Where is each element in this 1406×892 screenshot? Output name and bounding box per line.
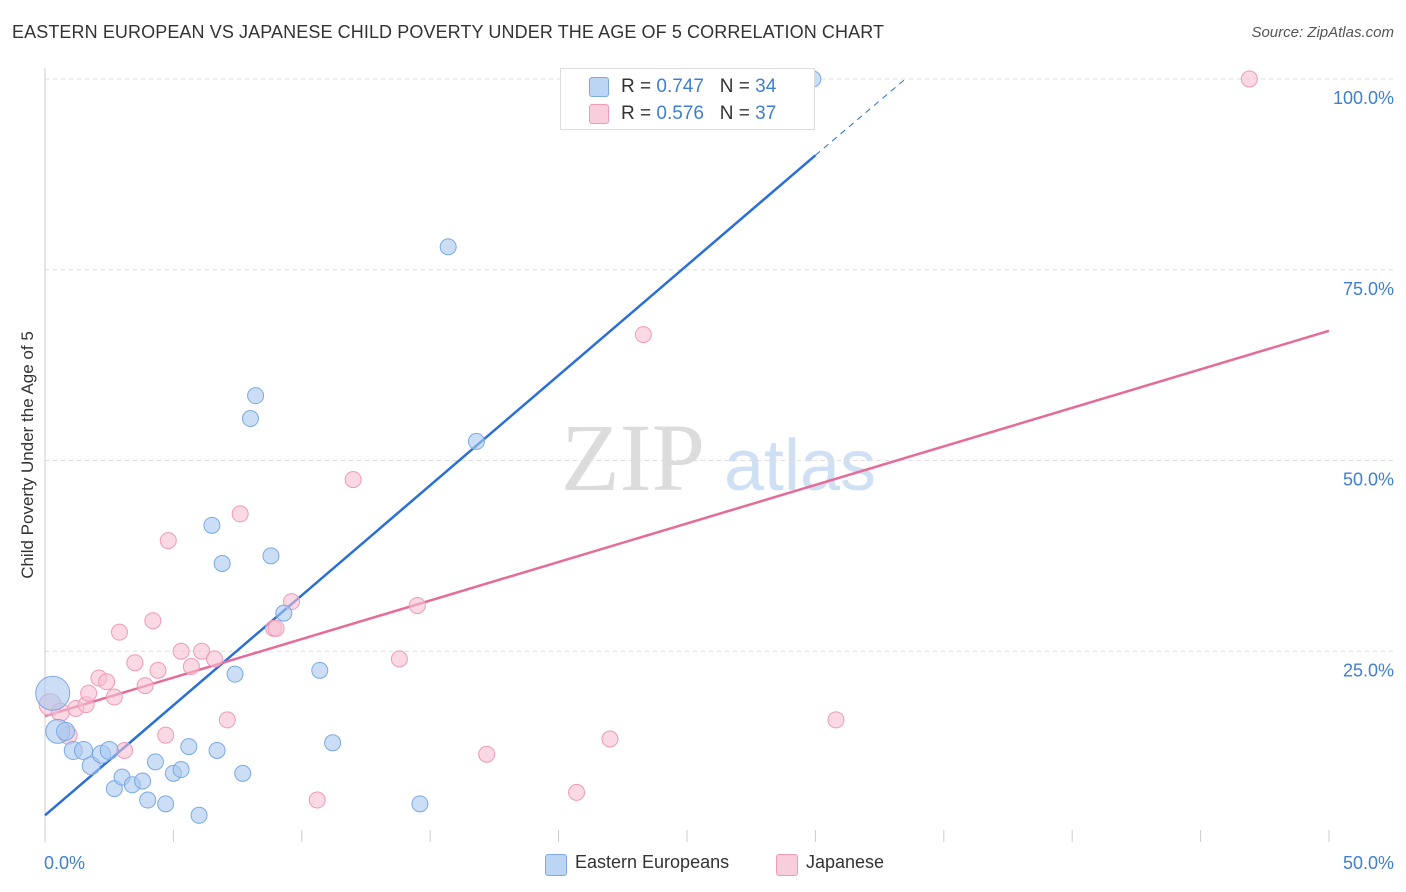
point-japanese [231, 505, 249, 523]
correlation-legend: R = 0.747 N = 34 R = 0.576 N = 37 [560, 68, 815, 130]
watermark-zip: ZIP [561, 404, 705, 511]
point-eastern-european [467, 432, 485, 450]
y-tick-label: 75.0% [1343, 279, 1394, 299]
point-eastern-european [208, 741, 226, 759]
point-eastern-european [311, 661, 329, 679]
point-japanese [344, 471, 362, 489]
point-japanese [827, 711, 845, 729]
point-eastern-european [190, 806, 208, 824]
legend-r-label: R = [621, 76, 657, 97]
point-japanese [568, 783, 586, 801]
legend-n-value: 37 [755, 103, 777, 124]
source-label: Source: ZipAtlas.com [1251, 24, 1394, 41]
x-tick-label: 0.0% [44, 853, 85, 873]
point-japanese [193, 642, 211, 660]
point-japanese [136, 677, 154, 695]
gridlines [45, 78, 1395, 652]
legend-swatch-pink [589, 104, 609, 124]
point-japanese [98, 673, 116, 691]
point-japanese [218, 711, 236, 729]
legend-swatch-blue [545, 854, 567, 876]
point-eastern-european [35, 675, 71, 711]
point-eastern-european [172, 761, 190, 779]
trend-line-japanese [44, 329, 1330, 718]
point-eastern-european [56, 721, 76, 741]
point-japanese [159, 532, 177, 550]
point-eastern-european [146, 753, 164, 771]
point-japanese [205, 650, 223, 668]
legend-label-japanese: Japanese [806, 852, 885, 872]
legend-n-label: N = [719, 76, 756, 97]
point-japanese [308, 791, 326, 809]
point-eastern-european [226, 665, 244, 683]
point-eastern-european [180, 738, 198, 756]
tick-labels: 25.0% 50.0% 75.0% 100.0% 0.0% 50.0% [44, 88, 1394, 873]
point-japanese [105, 688, 123, 706]
point-eastern-european [139, 791, 157, 809]
trend-lines [44, 78, 1330, 817]
point-eastern-european [439, 238, 457, 256]
point-eastern-european [234, 764, 252, 782]
legend-swatch-pink [776, 854, 798, 876]
point-eastern-european [247, 387, 265, 405]
point-japanese [144, 612, 162, 630]
point-japanese [634, 326, 652, 344]
watermark: ZIP atlas [561, 404, 876, 511]
point-eastern-european [262, 547, 280, 565]
point-japanese [149, 661, 167, 679]
point-japanese [182, 658, 200, 676]
point-japanese [408, 596, 426, 614]
legend-swatch-blue [589, 77, 609, 97]
trend-line-eastern [44, 154, 817, 817]
legend-label-eastern-europeans: Eastern Europeans [575, 852, 730, 872]
point-eastern-european [213, 555, 231, 573]
y-axis-label: Child Poverty Under the Age of 5 [18, 331, 37, 579]
point-japanese [172, 642, 190, 660]
point-eastern-european [203, 516, 221, 534]
point-eastern-european [134, 772, 152, 790]
data-points [35, 70, 1258, 824]
legend-r-label: R = [621, 103, 657, 124]
legend-n-value: 34 [755, 76, 777, 97]
point-eastern-european [241, 410, 259, 428]
point-eastern-european [74, 740, 94, 760]
watermark-atlas: atlas [724, 426, 876, 506]
legend-r-value: 0.747 [656, 76, 704, 97]
point-eastern-european [157, 795, 175, 813]
legend-r-value: 0.576 [656, 103, 704, 124]
point-japanese [267, 619, 285, 637]
point-japanese [116, 741, 134, 759]
y-tick-label: 50.0% [1343, 470, 1394, 490]
point-eastern-european [275, 604, 293, 622]
trend-line-eastern-extension [815, 78, 906, 156]
point-japanese [126, 654, 144, 672]
point-japanese [478, 745, 496, 763]
point-japanese [110, 623, 128, 641]
legend-text-japanese: R = 0.576 N = 37 [621, 103, 776, 125]
point-eastern-european [99, 740, 119, 760]
point-japanese [80, 684, 98, 702]
point-japanese [601, 730, 619, 748]
legend-text-eastern: R = 0.747 N = 34 [621, 76, 776, 98]
point-japanese [1240, 70, 1258, 88]
point-japanese [157, 726, 175, 744]
y-tick-label: 25.0% [1343, 660, 1394, 680]
point-eastern-european [324, 734, 342, 752]
point-japanese [390, 650, 408, 668]
point-eastern-european [411, 795, 429, 813]
legend-n-label: N = [719, 103, 756, 124]
y-tick-label: 100.0% [1333, 88, 1394, 108]
x-tick-label: 50.0% [1343, 853, 1394, 873]
chart-title: EASTERN EUROPEAN VS JAPANESE CHILD POVER… [12, 22, 885, 42]
